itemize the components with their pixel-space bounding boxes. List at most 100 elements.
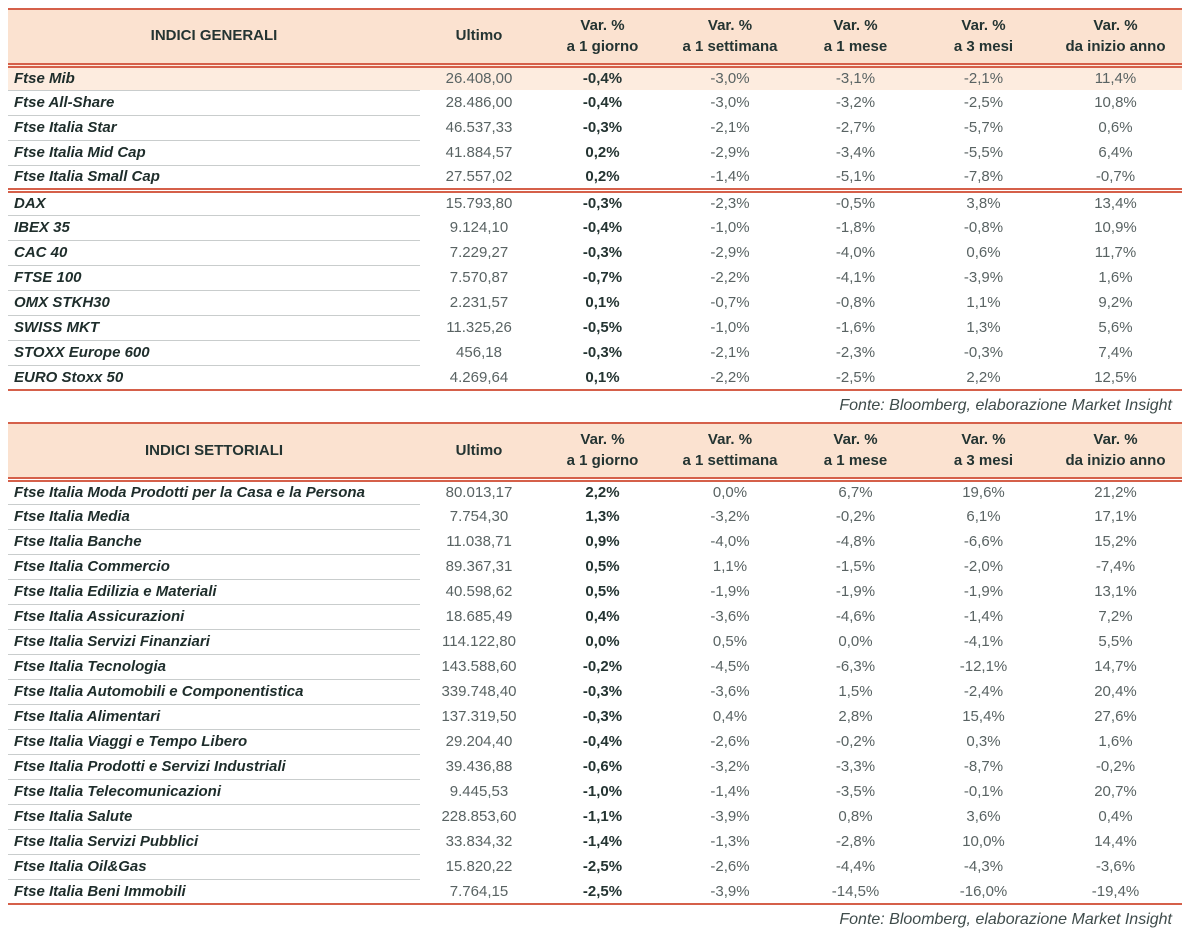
- value-cell: 20,7%: [1094, 783, 1137, 801]
- index-name-cell: Ftse Italia Oil&Gas: [8, 854, 420, 880]
- value-cell: 0,5%: [712, 633, 748, 651]
- indici-generali-header: INDICI GENERALI Ultimo Var. % a 1 giorno …: [8, 9, 1182, 68]
- value-cell: 2.231,57: [449, 294, 509, 311]
- value-cell: -0,2%: [1095, 758, 1136, 776]
- column-header-var-inizio-anno: Var. % da inizio anno: [1049, 9, 1182, 68]
- indici-settoriali-table: INDICI SETTORIALI Ultimo Var. % a 1 giorn…: [8, 422, 1182, 906]
- value-cell: -4,4%: [835, 858, 876, 876]
- value-cell: 13,4%: [1049, 187, 1182, 215]
- value-cell: 17,1%: [1094, 508, 1137, 526]
- value-cell: -2,2%: [710, 269, 750, 286]
- index-name-cell: EURO Stoxx 50: [14, 368, 124, 386]
- table-row: DAX 15.793,80 -0,3% -2,3% -0,5% 3,8% 13,4%: [8, 187, 1182, 216]
- value-cell: -12,1%: [959, 658, 1008, 676]
- table-row: Ftse Italia Banche 11.038,71 0,9% -4,0% -4,8…: [8, 529, 1182, 555]
- value-cell: -14,5%: [831, 882, 880, 900]
- value-cell: -0,4%: [538, 65, 667, 90]
- value-cell: 9.445,53: [449, 783, 509, 801]
- value-cell: -2,9%: [710, 144, 750, 161]
- value-cell: -3,5%: [835, 783, 876, 801]
- value-cell: 143.588,60: [441, 658, 517, 676]
- value-cell: -4,3%: [963, 858, 1004, 876]
- value-cell: 456,18: [456, 344, 502, 361]
- value-cell: 11.038,71: [446, 533, 512, 551]
- column-header-var-3-mesi: Var. % a 3 mesi: [918, 9, 1049, 68]
- value-cell: -1,0%: [710, 219, 750, 236]
- value-cell: -2,1%: [710, 119, 750, 136]
- value-cell: -4,5%: [710, 658, 750, 676]
- value-cell: -4,6%: [835, 608, 876, 626]
- value-cell: 28.486,00: [445, 94, 513, 111]
- table-row: Ftse Italia Star 46.537,33 -0,3% -2,1% -2,7%…: [8, 115, 1182, 141]
- value-cell: 6,4%: [1098, 144, 1133, 161]
- column-header-var-inizio-anno: Var. % da inizio anno: [1049, 423, 1182, 482]
- value-cell: 5,5%: [1098, 633, 1133, 651]
- index-name-cell: Ftse Italia Beni Immobili: [14, 882, 186, 900]
- table-row: Ftse Italia Alimentari 137.319,50 -0,3% 0,4…: [8, 704, 1182, 730]
- table-row: Ftse Italia Tecnologia 143.588,60 -0,2% -4,…: [8, 654, 1182, 680]
- value-cell: 3,8%: [918, 187, 1049, 215]
- value-cell: 1,3%: [966, 319, 1001, 336]
- value-cell: -0,7%: [582, 269, 623, 286]
- value-cell: -4,8%: [835, 533, 876, 551]
- table-row: Ftse All-Share 28.486,00 -0,4% -3,0% -3,2% -2…: [8, 90, 1182, 116]
- table-row: Ftse Italia Automobili e Componentistica…: [8, 679, 1182, 705]
- value-cell: -0,3%: [582, 683, 623, 701]
- value-cell: -0,2%: [835, 508, 876, 526]
- value-cell: -8,7%: [963, 758, 1004, 776]
- value-cell: -2,0%: [963, 558, 1004, 576]
- value-cell: 7,4%: [1098, 344, 1133, 361]
- value-cell: -1,4%: [582, 833, 623, 851]
- value-cell: -1,9%: [835, 583, 876, 601]
- value-cell: -3,3%: [835, 758, 876, 776]
- value-cell: -1,4%: [710, 783, 750, 801]
- table-row: IBEX 35 9.124,10 -0,4% -1,0% -1,8% -0,8% 10,9%: [8, 215, 1182, 241]
- table-row: Ftse Italia Salute 228.853,60 -1,1% -3,9% 0,…: [8, 804, 1182, 830]
- index-name-cell: IBEX 35: [8, 215, 420, 241]
- value-cell: 15,4%: [962, 708, 1005, 726]
- value-cell: -2,5%: [835, 368, 876, 386]
- value-cell: 2,2%: [585, 484, 620, 502]
- value-cell: 10,9%: [1094, 219, 1137, 236]
- table-row: Ftse Italia Servizi Pubblici 33.834,32 -1,…: [8, 829, 1182, 855]
- index-name-cell: Ftse Italia Salute: [8, 804, 420, 830]
- value-cell: -2,4%: [963, 683, 1004, 701]
- value-cell: 18.685,49: [445, 608, 513, 626]
- value-cell: -2,5%: [582, 882, 623, 900]
- value-cell: 3,6%: [966, 808, 1001, 826]
- value-cell: -2,5%: [582, 858, 623, 876]
- value-cell: -3,6%: [710, 608, 750, 626]
- value-cell: -0,8%: [835, 294, 876, 311]
- value-cell: 0,5%: [585, 558, 620, 576]
- value-cell: -1,4%: [963, 608, 1004, 626]
- value-cell: -3,2%: [710, 508, 750, 526]
- value-cell: 4.269,64: [449, 368, 509, 386]
- value-cell: 7.764,15: [449, 882, 509, 900]
- value-cell: -0,8%: [963, 219, 1004, 236]
- index-name-cell: Ftse Italia Small Cap: [14, 168, 160, 185]
- table-row: Ftse Italia Viaggi e Tempo Libero 29.204,…: [8, 729, 1182, 755]
- value-cell: 7.754,30: [449, 508, 509, 526]
- value-cell: 26.408,00: [420, 65, 538, 90]
- value-cell: 0,0%: [585, 633, 620, 651]
- column-header-var-1-settimana: Var. % a 1 settimana: [667, 9, 793, 68]
- index-name-cell: Ftse Italia Star: [8, 115, 420, 141]
- value-cell: 10,0%: [962, 833, 1005, 851]
- value-cell: 0,1%: [585, 294, 620, 311]
- table-row: SWISS MKT 11.325,26 -0,5% -1,0% -1,6% 1,3% 5,6…: [8, 315, 1182, 341]
- table-row: Ftse Mib 26.408,00 -0,4% -3,0% -3,1% -2,1% 11,…: [8, 65, 1182, 91]
- value-cell: 41.884,57: [445, 144, 513, 161]
- value-cell: 0,1%: [585, 368, 620, 386]
- table-row: CAC 40 7.229,27 -0,3% -2,9% -4,0% 0,6% 11,7%: [8, 240, 1182, 266]
- index-name-cell: Ftse Italia Prodotti e Servizi Industria…: [8, 754, 420, 780]
- value-cell: 7,2%: [1098, 608, 1133, 626]
- value-cell: -4,1%: [835, 269, 876, 286]
- value-cell: -1,3%: [710, 833, 750, 851]
- value-cell: -0,4%: [582, 94, 623, 111]
- value-cell: 0,3%: [966, 733, 1001, 751]
- value-cell: 0,2%: [585, 144, 620, 161]
- table-row: OMX STKH30 2.231,57 0,1% -0,7% -0,8% 1,1% 9,2%: [8, 290, 1182, 316]
- value-cell: 7.229,27: [449, 244, 509, 261]
- table-title-indici-settoriali: INDICI SETTORIALI: [8, 423, 420, 482]
